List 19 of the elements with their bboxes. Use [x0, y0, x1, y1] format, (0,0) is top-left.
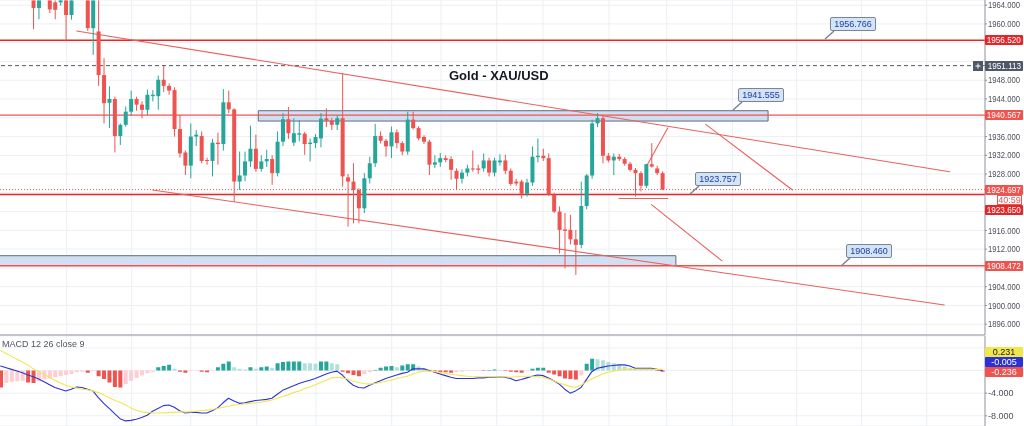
- y-tick-label: 1944.000: [988, 94, 1024, 105]
- y-tick-label: 1964.000: [988, 0, 1024, 11]
- y-tick-label: 1928.000: [988, 169, 1024, 180]
- chart-title: MACD 12 26 close 9: [2, 339, 85, 350]
- y-tick-label: 1900.000: [988, 300, 1024, 311]
- y-tick-label: -4.000: [988, 388, 1014, 399]
- y-tick-label: 1932.000: [988, 150, 1024, 161]
- y-tick-label: 1904.000: [988, 281, 1024, 292]
- y-tick-label: 1912.000: [988, 244, 1024, 255]
- y-tick-label: 1936.000: [988, 131, 1024, 142]
- y-tick-label: 1960.000: [988, 19, 1024, 30]
- text: -0.005: [991, 356, 1017, 367]
- y-tick-label: 1916.000: [988, 225, 1024, 236]
- text: -0.236: [991, 366, 1017, 377]
- text: 0.231: [992, 346, 1016, 357]
- text: Gold - XAU/USD: [449, 68, 549, 84]
- y-tick-label: -8.000: [988, 410, 1014, 421]
- y-tick-label: 1896.000: [988, 319, 1024, 330]
- y-tick-label: 1948.000: [988, 75, 1024, 86]
